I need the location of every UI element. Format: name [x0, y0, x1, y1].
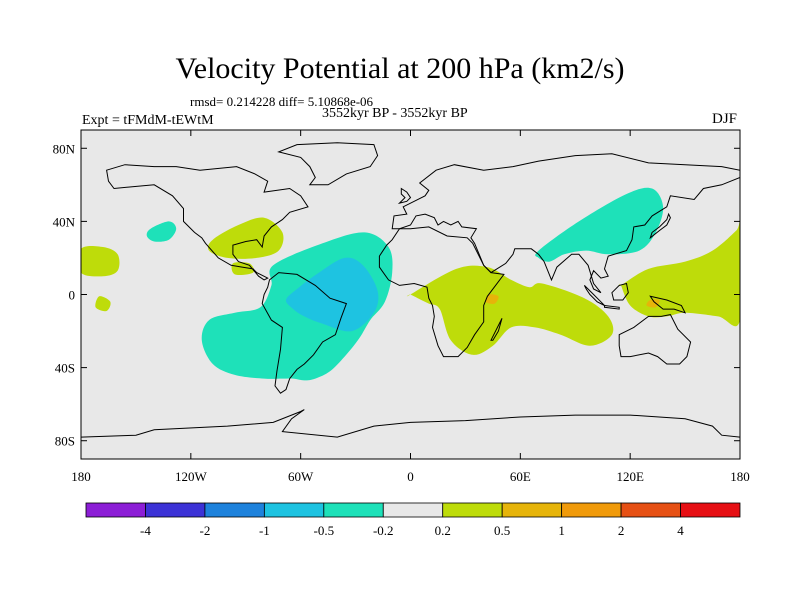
coastline-8	[604, 304, 620, 310]
coastline-13	[81, 409, 740, 459]
colorbar-swatch-3	[263, 502, 325, 518]
x-tick-label: 180	[71, 469, 91, 484]
x-tick-label: 180	[730, 469, 750, 484]
colorbar-label: 0.2	[435, 523, 451, 538]
coastline-6	[618, 314, 692, 365]
colorbar-swatch-4	[323, 502, 384, 518]
colorbar-label: -1	[259, 523, 270, 538]
coastline-1	[261, 272, 348, 394]
colorbar-swatch-5	[382, 502, 444, 518]
x-tick-label: 60E	[510, 469, 531, 484]
colorbar-swatch-6	[442, 502, 503, 518]
colorbar-swatch-10	[680, 502, 741, 518]
x-tick-label: 120W	[175, 469, 208, 484]
colorbar-label: -0.5	[314, 523, 335, 538]
colorbar-swatch-7	[501, 502, 563, 518]
coastline-2	[277, 142, 379, 186]
coastlines	[81, 142, 740, 459]
experiment-label: Expt = tFMdM-tEWtM	[82, 113, 214, 128]
contour-region-10	[485, 294, 499, 304]
chart-subtitle: 3552kyr BP - 3552kyr BP	[322, 106, 468, 121]
colorbar-label: 2	[618, 523, 625, 538]
colorbar-swatch-9	[620, 502, 681, 518]
coastline-7	[583, 285, 605, 306]
coastline-5	[490, 318, 503, 341]
contour-region-6	[81, 245, 120, 277]
coastline-11	[649, 212, 671, 240]
colorbar-label: 0.5	[494, 523, 510, 538]
coastline-4	[378, 226, 505, 358]
y-tick-label: 80N	[53, 141, 76, 156]
colorbar-label: 1	[558, 523, 565, 538]
contour-region-8	[95, 296, 111, 312]
colorbar-label: -2	[199, 523, 210, 538]
colorbar: -4 -2 -1 -0.5 -0.2 0.2 0.5 1 2 4	[85, 502, 741, 538]
y-tick-label: 40S	[55, 361, 75, 376]
colorbar-swatch-2	[204, 502, 265, 518]
contour-region-11	[646, 299, 660, 308]
colorbar-label: -0.2	[373, 523, 394, 538]
y-tick-label: 80S	[55, 434, 75, 449]
colorbar-label: 4	[677, 523, 684, 538]
axis-ticks: 180 120W 60W 0 60E 120E 180 80N 40N 0 40S 80S	[53, 130, 750, 484]
y-tick-label: 0	[69, 288, 76, 303]
contour-regions	[81, 187, 740, 381]
contour-region-5	[618, 218, 740, 327]
contour-region-7	[207, 217, 284, 259]
colorbar-label: -4	[140, 523, 151, 538]
stats-line: rmsd= 0.214228 diff= 5.10868e-06	[190, 94, 374, 109]
coastline-0	[106, 164, 309, 281]
y-tick-label: 40N	[53, 214, 76, 229]
season-label: DJF	[712, 111, 738, 127]
coastline-12	[397, 187, 412, 205]
contour-region-4	[406, 265, 614, 355]
contour-region-1	[285, 257, 379, 332]
x-tick-label: 0	[407, 469, 414, 484]
contour-region-3	[146, 221, 177, 242]
coastline-3	[391, 153, 740, 294]
coastline-9	[611, 282, 629, 301]
x-tick-label: 120E	[616, 469, 644, 484]
x-tick-label: 60W	[288, 469, 314, 484]
colorbar-swatch-1	[145, 502, 206, 518]
colorbar-swatch-8	[561, 502, 622, 518]
colorbar-swatch-0	[85, 502, 146, 518]
coastline-10	[649, 295, 687, 314]
chart-title: Velocity Potential at 200 hPa (km2/s)	[175, 52, 625, 85]
contour-region-2	[535, 187, 664, 262]
